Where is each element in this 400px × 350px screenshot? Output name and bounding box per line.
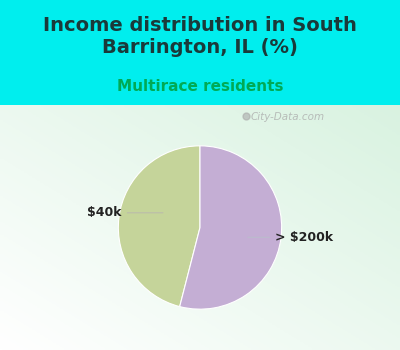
Text: > $200k: > $200k [248, 231, 333, 244]
Wedge shape [180, 146, 282, 309]
Wedge shape [118, 146, 200, 307]
Text: Multirace residents: Multirace residents [117, 79, 283, 94]
Text: City-Data.com: City-Data.com [251, 112, 325, 122]
Text: $40k: $40k [87, 206, 163, 219]
Text: Income distribution in South
Barrington, IL (%): Income distribution in South Barrington,… [43, 16, 357, 57]
